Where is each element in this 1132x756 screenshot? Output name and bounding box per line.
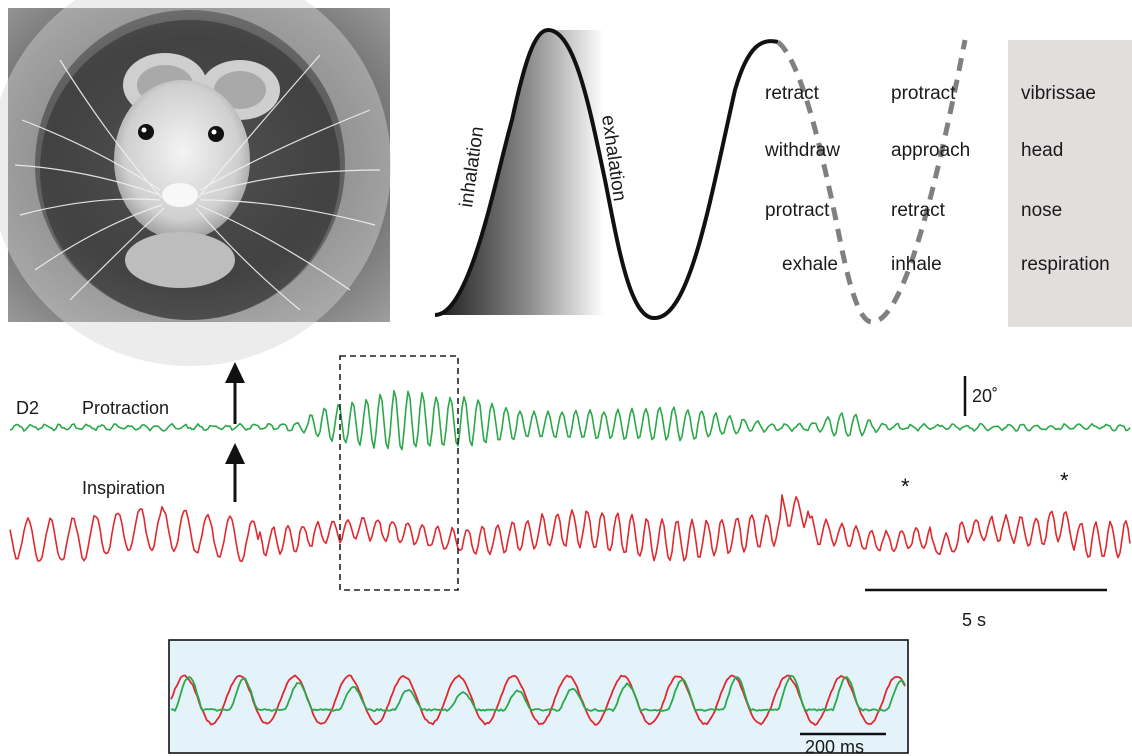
column-phase-b: protract approach retract inhale [891,83,970,275]
col-b-vibrissae: protract [891,83,956,104]
inset-scale-label: 200 ms [805,737,864,756]
row-labels: vibrissae head nose respiration [1021,83,1110,275]
col-a-nose: protract [765,200,830,221]
star-mark-2: * [1060,468,1069,493]
rat-nose [162,183,198,207]
whiskers [14,54,381,311]
inhalation-label: inhalation [456,125,488,208]
inset-scale-bar: 200 ms [800,732,886,756]
column-phase-a: retract withdraw protract exhale [764,83,840,275]
trace-panel: D2 Protraction Inspiration 20˚ * * 5 s [9,355,1131,630]
col-a-head: withdraw [764,140,840,161]
inset-protraction-trace [170,674,906,712]
tube-rim [0,0,391,366]
respiration-cycle-curve [434,27,779,320]
amplitude-scale-bar: 20˚ [963,376,998,416]
inhalation-shaded-area [435,30,604,315]
eye-left [138,124,154,140]
protraction-trace [9,389,1131,451]
amplitude-scale-label: 20˚ [972,386,998,406]
col-a-respiration: exhale [782,254,838,275]
up-arrow-inspiration-icon [225,443,245,502]
d2-label: D2 [16,398,39,418]
cycle-diagram: inhalation exhalation retract withdraw p… [434,27,1132,327]
row-label-nose: nose [1021,200,1062,221]
col-a-vibrissae: retract [765,83,820,104]
col-b-head: approach [891,140,970,161]
time-scale-bar: 5 s [865,588,1107,630]
protraction-label: Protraction [82,398,169,418]
inset-panel: 200 ms [168,639,909,756]
col-b-respiration: inhale [891,254,942,275]
row-label-panel [1008,40,1132,327]
row-label-head: head [1021,140,1063,161]
inspiration-trace [9,494,1131,563]
dashed-continuation-curve [776,39,968,325]
time-scale-label: 5 s [962,610,986,630]
up-arrow-protraction-icon [225,362,245,424]
inspiration-label: Inspiration [82,478,165,498]
inset-background [168,639,909,754]
star-mark-1: * [901,474,910,499]
rat-photo [0,0,391,366]
inset-inspiration-trace [170,674,906,726]
paws [125,232,235,288]
col-b-nose: retract [891,200,946,221]
eye-right [208,126,224,142]
row-label-respiration: respiration [1021,254,1110,275]
row-label-vibrissae: vibrissae [1021,83,1096,104]
zoom-region-box [339,355,459,591]
